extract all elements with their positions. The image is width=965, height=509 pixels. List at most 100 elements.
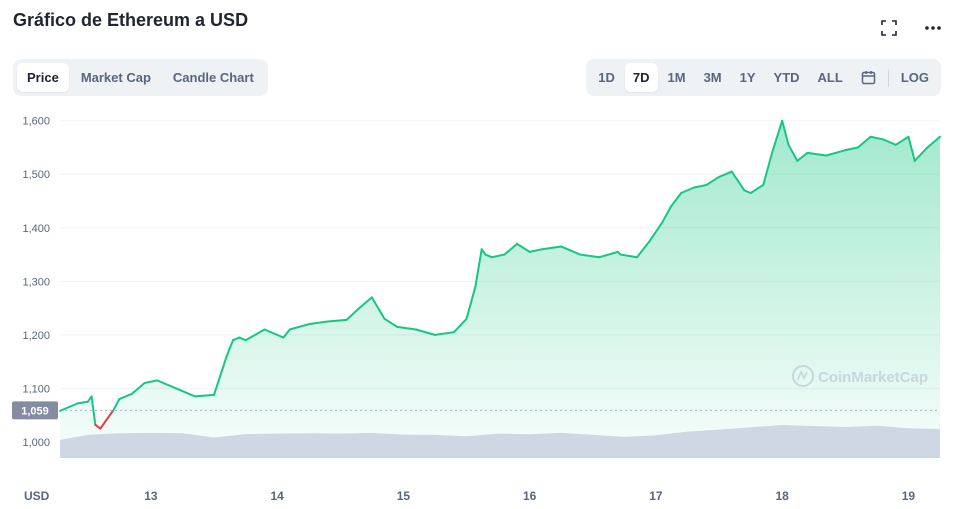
x-tick-label: 15 xyxy=(397,489,411,503)
range-3m[interactable]: 3M xyxy=(703,70,722,85)
price-line-segment xyxy=(383,317,399,328)
price-line-segment xyxy=(90,395,97,426)
price-line-segment xyxy=(225,339,234,358)
y-tick-label: 1,200 xyxy=(22,330,50,342)
range-all[interactable]: ALL xyxy=(817,70,843,85)
tab-candle-chart[interactable]: Candle Chart xyxy=(172,70,254,85)
price-line-segment xyxy=(76,400,89,405)
x-tick-label: 18 xyxy=(776,489,790,503)
x-tick-label: 17 xyxy=(649,489,663,503)
price-line-segment xyxy=(894,135,910,146)
baseline-label: 1,059 xyxy=(21,405,49,417)
price-line-segment xyxy=(288,323,310,331)
price-line-segment xyxy=(806,151,828,157)
price-line-segment xyxy=(771,119,784,154)
tab-price[interactable]: Price xyxy=(17,63,69,92)
price-line-segment xyxy=(99,418,108,430)
price-line-segment xyxy=(648,221,664,243)
watermark-logo-icon xyxy=(792,365,814,387)
price-line-segment xyxy=(94,423,102,430)
price-line-segment xyxy=(635,240,651,259)
price-line-segment xyxy=(415,328,436,336)
y-tick-label: 1,000 xyxy=(22,437,50,449)
price-line-segment xyxy=(112,398,121,412)
price-line-segment xyxy=(661,205,673,224)
range-1d[interactable]: 1D xyxy=(598,70,615,85)
coinmarketcap-watermark: CoinMarketCap xyxy=(792,365,928,387)
y-tick-label: 1,100 xyxy=(22,383,50,395)
price-line-segment xyxy=(579,253,601,259)
price-line-segment xyxy=(926,135,941,149)
range-ytd[interactable]: YTD xyxy=(773,70,800,85)
price-line-segment xyxy=(326,318,348,323)
log-toggle[interactable]: LOG xyxy=(900,70,929,85)
x-tick-label: 16 xyxy=(523,489,537,503)
price-line-segment xyxy=(528,248,544,253)
price-line-segment xyxy=(345,307,361,321)
calendar-icon[interactable] xyxy=(853,63,884,92)
watermark-logo-mark xyxy=(797,370,808,381)
price-line-segment xyxy=(433,331,455,336)
price-line-segment xyxy=(143,379,159,385)
price-line-segment xyxy=(749,183,765,194)
price-line-segment xyxy=(692,183,708,189)
price-line-segment xyxy=(370,296,386,320)
price-line-segment xyxy=(118,392,133,401)
price-line-segment xyxy=(238,336,247,342)
price-line-segment xyxy=(105,409,115,421)
price-line-segment xyxy=(762,151,774,186)
range-1y[interactable]: 1Y xyxy=(739,70,756,85)
more-horizontal-icon[interactable] xyxy=(923,18,943,38)
price-line-segment xyxy=(516,242,531,253)
price-line-segment xyxy=(263,328,285,339)
baseline-label-bg xyxy=(12,401,58,420)
price-line-segment xyxy=(825,149,847,157)
range-7d[interactable]: 7D xyxy=(624,63,658,92)
price-line-segment xyxy=(358,296,373,310)
range-1m[interactable]: 1M xyxy=(667,70,686,85)
y-tick-label: 1,600 xyxy=(22,116,50,128)
price-line-segment xyxy=(213,355,228,396)
price-line-segment xyxy=(743,189,752,194)
y-tick-label: 1,300 xyxy=(22,276,50,288)
price-line-segment xyxy=(680,186,695,194)
price-line-segment xyxy=(796,151,809,162)
price-line-segment xyxy=(913,146,929,162)
currency-label: USD xyxy=(24,489,50,503)
tab-market-cap[interactable]: Market Cap xyxy=(80,70,151,85)
price-line-segment xyxy=(844,146,859,152)
price-line-segment xyxy=(474,248,483,288)
price-line-segment xyxy=(619,253,638,259)
y-tick-label: 1,500 xyxy=(22,169,50,181)
price-line-segment xyxy=(541,245,563,251)
price-line-segment xyxy=(705,175,721,186)
price-line-segment xyxy=(67,402,79,409)
price-line-segment xyxy=(59,406,70,412)
view-tabs: Price Market Cap Candle Chart xyxy=(13,59,268,96)
price-line-segment xyxy=(730,170,746,192)
x-tick-label: 14 xyxy=(270,489,284,503)
range-divider xyxy=(887,68,889,87)
price-line-segment xyxy=(130,382,146,395)
price-line-segment xyxy=(503,242,519,256)
price-line-segment xyxy=(282,328,291,339)
volume-area xyxy=(60,425,940,458)
price-line-segment xyxy=(560,245,582,256)
price-line-segment xyxy=(484,253,493,259)
y-tick-label: 1,400 xyxy=(22,223,50,235)
page-title: Gráfico de Ethereum a USD xyxy=(13,10,249,30)
price-line-segment xyxy=(307,320,329,326)
watermark-text: CoinMarketCap xyxy=(818,369,928,386)
price-line-segment xyxy=(244,328,266,342)
price-line-segment xyxy=(718,170,733,178)
price-line-segment xyxy=(194,393,216,398)
price-line-segment xyxy=(156,379,178,390)
price-line-segment xyxy=(907,135,916,162)
price-area xyxy=(60,120,940,458)
price-line-segment xyxy=(490,253,506,259)
price-line-segment xyxy=(781,119,790,146)
price-line-segment xyxy=(869,135,885,141)
price-line-segment xyxy=(670,191,683,208)
fullscreen-icon[interactable] xyxy=(879,18,899,38)
